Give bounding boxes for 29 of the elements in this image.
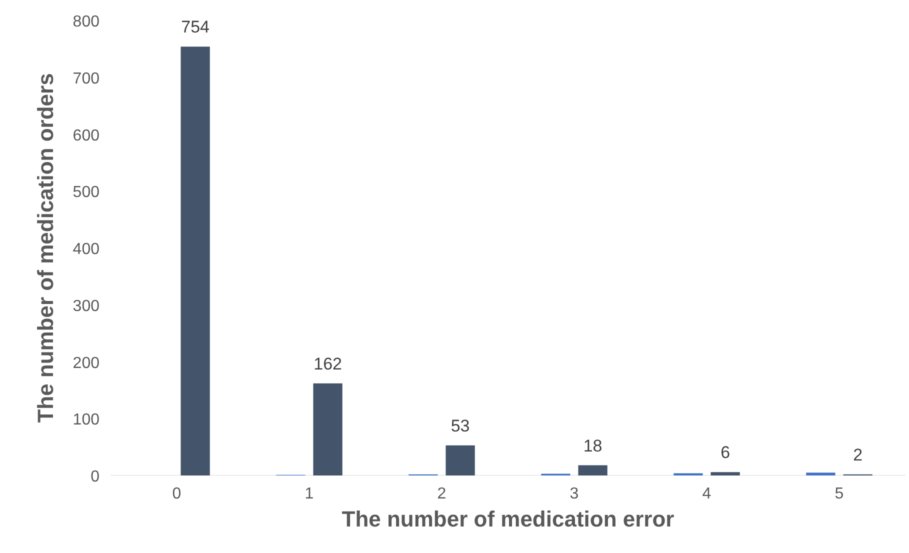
x-tick-label: 1 — [304, 486, 314, 502]
y-tick-label: 800 — [72, 14, 100, 30]
x-tick-label: 0 — [172, 486, 182, 502]
data-label: 53 — [450, 416, 470, 436]
x-tick-label: 4 — [702, 486, 712, 502]
bar — [446, 445, 475, 476]
y-tick-label: 700 — [72, 70, 100, 88]
y-tick-label: 600 — [72, 127, 100, 144]
bar — [710, 472, 740, 476]
data-label: 18 — [583, 436, 602, 456]
x-tick-label: 3 — [570, 486, 579, 502]
y-tick-label: 400 — [72, 241, 100, 258]
y-tick-label: 0 — [90, 468, 100, 486]
bar — [806, 472, 836, 476]
bar — [180, 46, 210, 476]
data-label: 2 — [853, 445, 863, 464]
y-tick-label: 100 — [72, 412, 100, 429]
y-axis-title: The number of medication orders — [32, 73, 58, 423]
x-axis-title: The number of medication error — [342, 506, 675, 532]
data-label: 162 — [314, 354, 342, 374]
data-label: 754 — [181, 18, 210, 37]
data-label: 6 — [720, 443, 730, 462]
bar — [578, 465, 608, 476]
x-tick-label: 2 — [437, 486, 446, 502]
y-tick-label: 500 — [72, 184, 100, 202]
bar — [313, 383, 342, 476]
y-tick-label: 200 — [72, 354, 100, 372]
x-tick-label: 5 — [834, 486, 844, 502]
y-tick-label: 300 — [72, 298, 100, 315]
